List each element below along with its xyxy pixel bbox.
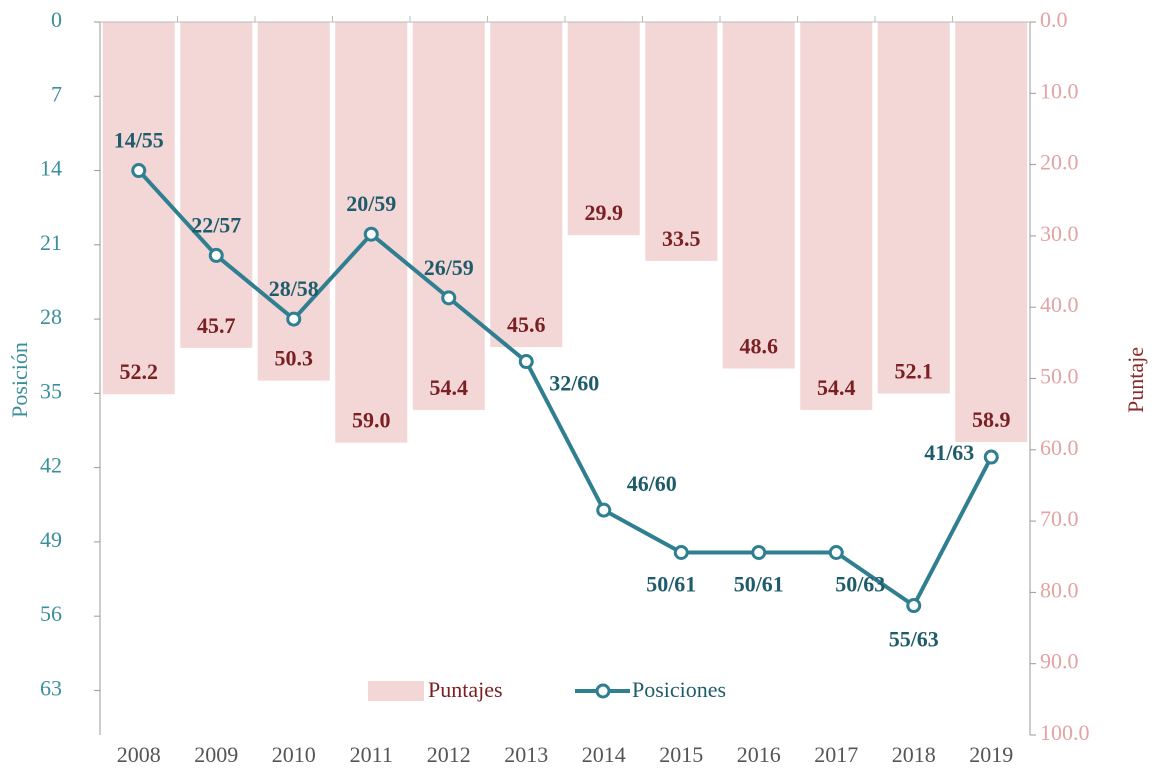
point-label: 50/63 (835, 572, 885, 597)
bar-label: 45.6 (507, 312, 546, 337)
x-tick-label: 2017 (814, 742, 858, 767)
x-tick-label: 2008 (117, 742, 161, 767)
x-tick-label: 2014 (582, 742, 626, 767)
bar (102, 22, 175, 395)
y-tick-label: 35 (40, 378, 62, 403)
point-label: 14/55 (114, 128, 164, 153)
line (137, 169, 994, 609)
bar-label: 50.3 (275, 346, 314, 371)
bar (180, 22, 253, 348)
bar-label: 48.6 (740, 334, 779, 359)
bar-label: 54.4 (430, 375, 469, 400)
line-marker (751, 545, 767, 561)
point-label: 41/63 (924, 440, 974, 465)
bar (645, 22, 718, 261)
legend-marker (595, 683, 611, 699)
legend-label: Puntajes (428, 677, 503, 702)
bar (412, 22, 485, 410)
y-tick-label: 0 (51, 7, 62, 32)
y2-tick-label: 100.0 (1040, 720, 1090, 745)
bar-label: 54.4 (817, 375, 856, 400)
bar (800, 22, 873, 410)
legend-swatch (368, 681, 424, 701)
line-marker (286, 311, 302, 327)
y2-axis-title: Puntaje (1123, 347, 1148, 413)
line-marker (518, 354, 534, 370)
line-marker (673, 545, 689, 561)
bar (257, 22, 330, 381)
y2-tick-label: 50.0 (1040, 364, 1079, 389)
bar (567, 22, 640, 236)
bar-label: 45.7 (197, 313, 236, 338)
line-marker (983, 449, 999, 465)
point-label: 28/58 (269, 276, 319, 301)
bar-label: 58.9 (972, 407, 1011, 432)
bar (490, 22, 563, 348)
y2-tick-label: 70.0 (1040, 506, 1079, 531)
y-tick-label: 14 (40, 156, 62, 181)
y-tick-label: 42 (40, 453, 62, 478)
x-tick-label: 2013 (504, 742, 548, 767)
x-tick-label: 2010 (272, 742, 316, 767)
x-tick-label: 2018 (892, 742, 936, 767)
y2-tick-label: 80.0 (1040, 577, 1079, 602)
bar-label: 33.5 (662, 226, 701, 251)
line-marker (208, 247, 224, 263)
line-marker (596, 502, 612, 518)
y-axis-title: Posición (7, 342, 32, 418)
bar (955, 22, 1028, 442)
line-marker (441, 290, 457, 306)
point-label: 22/57 (191, 212, 241, 237)
x-tick-label: 2019 (969, 742, 1013, 767)
point-label: 50/61 (646, 572, 696, 597)
x-tick-label: 2012 (427, 742, 471, 767)
bar-label: 52.1 (895, 359, 934, 384)
bar (722, 22, 795, 369)
line-marker (131, 163, 147, 179)
x-tick-label: 2016 (737, 742, 781, 767)
bar-label: 29.9 (585, 200, 624, 225)
bar-label: 59.0 (352, 408, 391, 433)
y2-tick-label: 10.0 (1040, 78, 1079, 103)
x-tick-label: 2011 (350, 742, 393, 767)
x-tick-label: 2015 (659, 742, 703, 767)
bar-label: 52.2 (120, 359, 159, 384)
point-label: 32/60 (549, 371, 599, 396)
point-label: 20/59 (346, 191, 396, 216)
y2-tick-label: 90.0 (1040, 649, 1079, 674)
y-tick-label: 21 (40, 230, 62, 255)
point-label: 55/63 (889, 627, 939, 652)
y-tick-label: 49 (40, 527, 62, 552)
line-marker (828, 545, 844, 561)
y-tick-label: 28 (40, 304, 62, 329)
y2-tick-label: 20.0 (1040, 150, 1079, 175)
y2-tick-label: 30.0 (1040, 221, 1079, 246)
line-marker (363, 226, 379, 242)
x-tick-label: 2009 (194, 742, 238, 767)
point-label: 46/60 (627, 471, 677, 496)
y-tick-label: 56 (40, 601, 62, 626)
y2-tick-label: 0.0 (1040, 7, 1068, 32)
y-tick-label: 7 (51, 81, 62, 106)
y2-tick-label: 40.0 (1040, 292, 1079, 317)
bar (877, 22, 950, 394)
legend-label: Posiciones (632, 677, 726, 702)
point-label: 26/59 (424, 255, 474, 280)
y2-tick-label: 60.0 (1040, 435, 1079, 460)
y-tick-label: 63 (40, 675, 62, 700)
point-label: 50/61 (734, 572, 784, 597)
line-marker (906, 598, 922, 614)
